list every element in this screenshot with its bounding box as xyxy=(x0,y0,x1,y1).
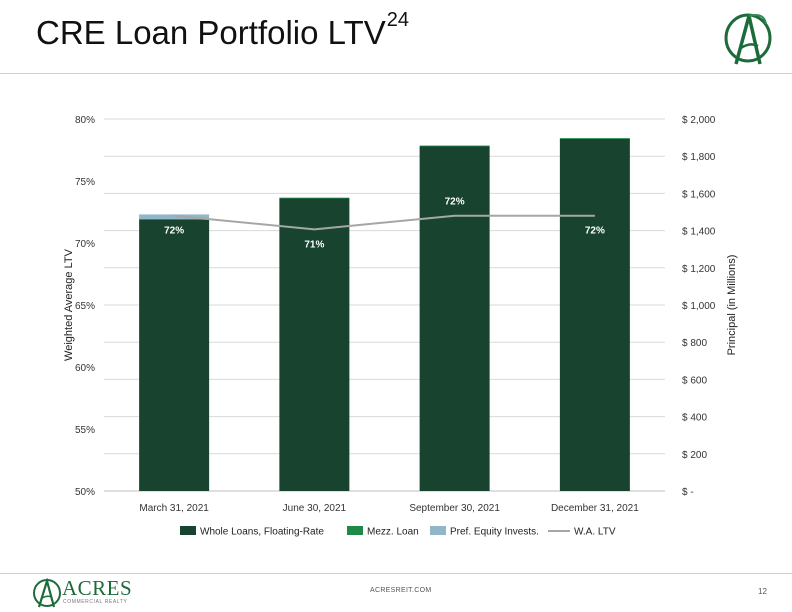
left-axis-tick-label: 55% xyxy=(75,425,95,436)
x-axis-tick-label: June 30, 2021 xyxy=(283,503,347,514)
left-axis: 50% 55% 60% 65% 70% 75% 80% xyxy=(75,115,95,498)
page-title: CRE Loan Portfolio LTV24 xyxy=(36,9,409,52)
legend-label: Pref. Equity Invests. xyxy=(450,527,539,538)
right-axis-tick-label: $ 200 xyxy=(682,450,707,461)
footer-url: ACRESREIT.COM xyxy=(370,587,432,594)
header-divider xyxy=(0,73,792,74)
x-axis-tick-label: March 31, 2021 xyxy=(139,503,209,514)
x-axis-tick-label: September 30, 2021 xyxy=(409,503,500,514)
legend-swatch xyxy=(430,526,446,535)
legend-swatch xyxy=(180,526,196,535)
right-axis: $ - $ 200 $ 400 $ 600 $ 800 $ 1,000 $ 1,200 $ 1… xyxy=(682,115,716,498)
right-axis-tick-label: $ 400 xyxy=(682,413,707,424)
bar-whole-loans-floating-rate xyxy=(279,198,350,492)
footer-divider xyxy=(0,573,792,574)
left-axis-tick-label: 60% xyxy=(75,363,95,374)
wa-ltv-line-series xyxy=(174,214,595,231)
title-footnote-ref: 24 xyxy=(386,9,409,31)
left-axis-tick-label: 75% xyxy=(75,177,95,188)
page-number: 12 xyxy=(758,587,767,596)
x-axis-tick-label: December 31, 2021 xyxy=(551,503,639,514)
bar-whole-loans-floating-rate xyxy=(419,145,490,491)
legend-swatch xyxy=(347,526,363,535)
right-axis-tick-label: $ 1,600 xyxy=(682,189,716,200)
left-axis-tick-label: 65% xyxy=(75,301,95,312)
ltv-data-labels: 72% 71% 72% 72% xyxy=(164,197,605,251)
wa-ltv-line xyxy=(174,214,595,231)
legend-label: Whole Loans, Floating-Rate xyxy=(200,527,324,538)
bar-mezz-loan xyxy=(279,197,350,199)
left-axis-tick-label: 70% xyxy=(75,239,95,250)
right-axis-title: Principal (in Millions) xyxy=(726,255,738,356)
right-axis-tick-label: $ 800 xyxy=(682,338,707,349)
legend-label: Mezz. Loan xyxy=(367,527,419,538)
left-axis-tick-label: 80% xyxy=(75,115,95,126)
acres-logo-icon xyxy=(724,13,772,65)
right-axis-tick-label: $ 2,000 xyxy=(682,115,716,126)
left-axis-tick-label: 50% xyxy=(75,487,95,498)
bar-mezz-loan xyxy=(419,145,490,147)
right-axis-tick-label: $ - xyxy=(682,487,694,498)
bar-series xyxy=(139,138,630,492)
x-axis: March 31, 2021 June 30, 2021 September 30,… xyxy=(139,503,639,514)
ltv-chart: 50% 55% 60% 65% 70% 75% 80% $ - $ 200 $ 400 $ 600… xyxy=(63,115,738,538)
bar-pref-equity-invests xyxy=(139,214,210,220)
left-axis-title: Weighted Average LTV xyxy=(63,248,75,361)
bar-mezz-loan xyxy=(559,138,630,139)
right-axis-tick-label: $ 1,800 xyxy=(682,152,716,163)
ltv-data-label: 72% xyxy=(445,197,465,208)
bar-mezz-loan xyxy=(139,219,210,220)
bar-whole-loans-floating-rate xyxy=(139,219,210,491)
ltv-data-label: 71% xyxy=(304,239,324,250)
brand-subtitle: COMMERCIAL REALTY xyxy=(63,599,128,605)
brand-name: ACRES xyxy=(62,576,133,600)
right-axis-tick-label: $ 1,200 xyxy=(682,264,716,275)
right-axis-tick-label: $ 1,000 xyxy=(682,301,716,312)
page-title-text: CRE Loan Portfolio LTV xyxy=(36,14,386,51)
bar-whole-loans-floating-rate xyxy=(559,138,630,491)
legend-label: W.A. LTV xyxy=(574,527,616,538)
right-axis-tick-label: $ 1,400 xyxy=(682,227,716,238)
ltv-data-label: 72% xyxy=(164,226,184,237)
legend: Whole Loans, Floating-Rate Mezz. Loan Pref… xyxy=(180,526,616,538)
ltv-data-label: 72% xyxy=(585,226,605,237)
acres-footer-logo-icon xyxy=(33,578,61,608)
right-axis-tick-label: $ 600 xyxy=(682,375,707,386)
